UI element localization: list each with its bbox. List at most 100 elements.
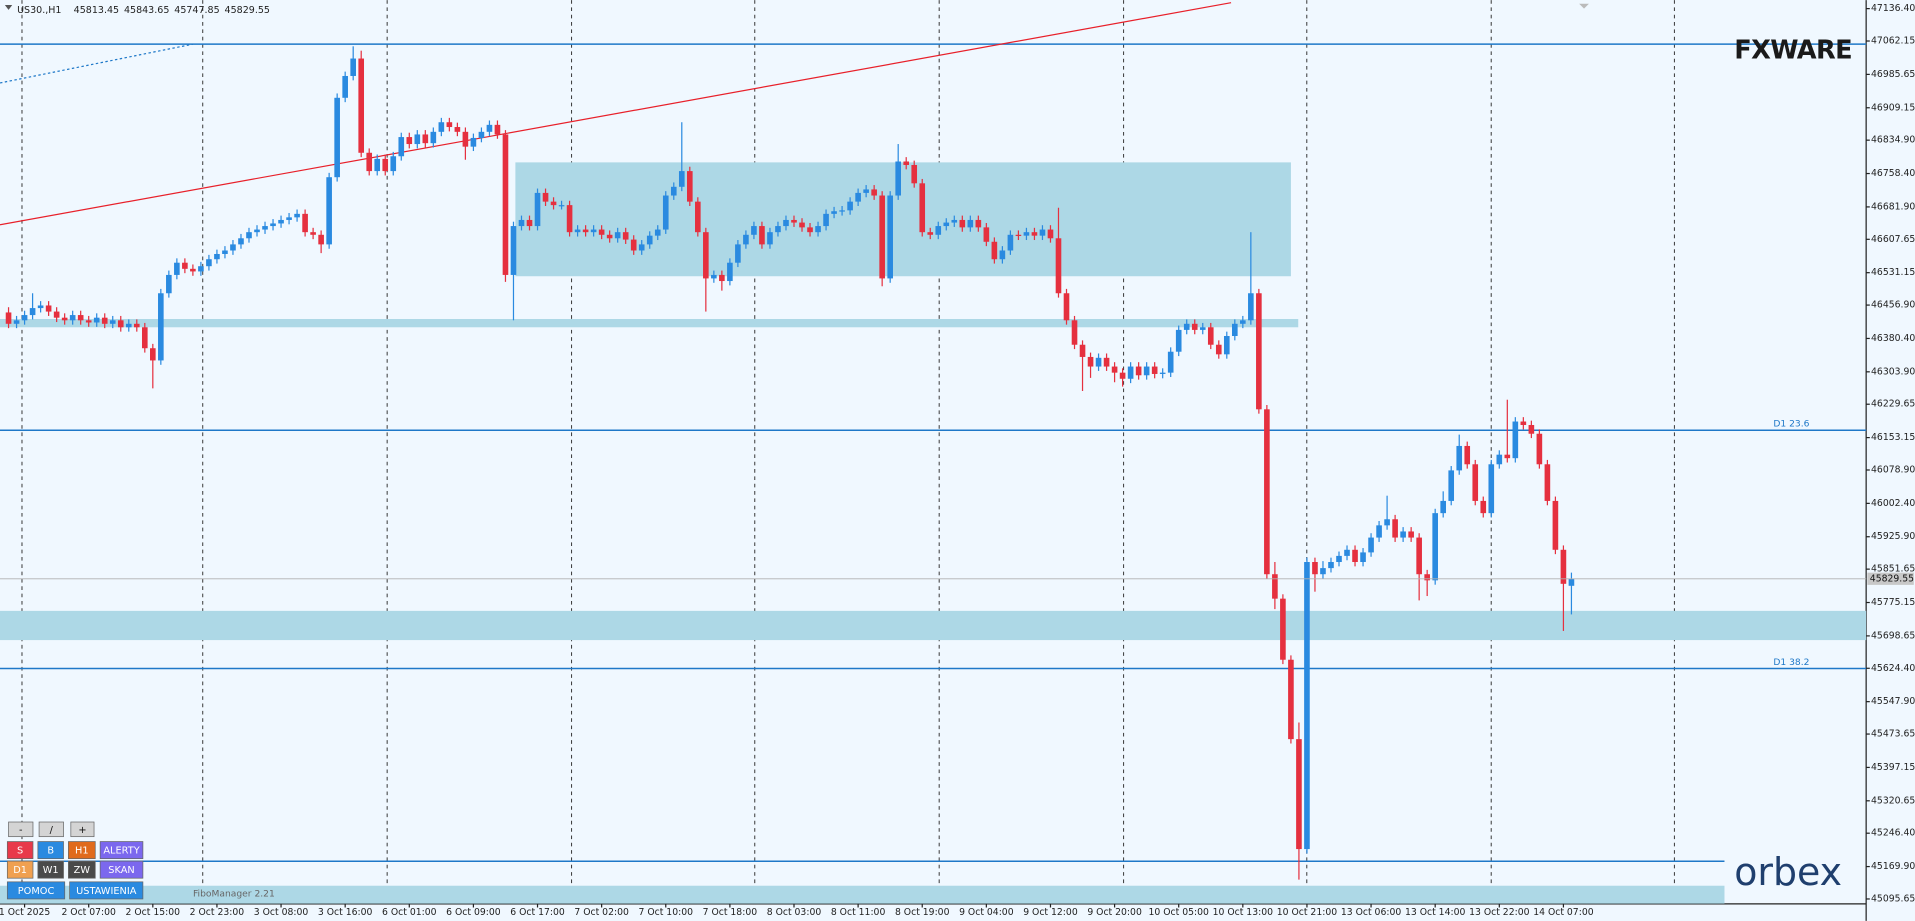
candle-body [799,222,805,228]
candle-body [863,189,869,193]
button-label[interactable]: + [78,825,86,836]
toolbar-button[interactable]: USTAWIENIA [69,881,144,900]
toolbar-button[interactable]: H1 [68,841,96,860]
candle-body [558,205,565,207]
x-tick-label: 6 Oct 01:00 [382,907,437,918]
x-tick-label: 10 Oct 05:00 [1149,907,1210,918]
zone [0,318,1299,328]
button-label[interactable]: ZW [74,865,91,876]
button-label[interactable]: H1 [75,846,89,857]
candle-body [1304,562,1310,850]
toolbar-button[interactable]: / [38,821,64,838]
toolbar-button[interactable]: SKAN [99,860,144,879]
candle-body [791,219,797,223]
candle-body [1296,739,1302,850]
candle-body [1456,445,1463,471]
candle-body [574,229,581,233]
candle-body [534,192,541,227]
toolbar-button[interactable]: - [8,821,34,838]
candle-body [1480,500,1487,514]
button-label[interactable]: / [50,825,54,836]
y-tick-label: 45925.90 [1871,531,1915,542]
candle-body [13,320,20,324]
x-tick-label: 9 Oct 12:00 [1023,907,1078,918]
candle-body [1031,232,1038,236]
button-face[interactable] [8,821,34,838]
y-tick-label: 45397.15 [1871,762,1915,773]
button-face[interactable] [69,881,144,900]
toolbar-button[interactable]: ALERTY [99,841,144,860]
button-label[interactable]: W1 [43,865,59,876]
toolbar-button[interactable]: ZW [68,860,96,879]
button-face[interactable] [38,821,64,838]
candle-body [101,317,108,324]
button-face[interactable] [6,841,34,860]
button-label[interactable]: POMOC [18,886,55,897]
toolbar-button[interactable]: POMOC [6,881,66,900]
candle-body [1552,500,1559,550]
button-face[interactable] [37,860,64,879]
candle-body [1215,344,1222,355]
candle-body [991,241,998,260]
button-label[interactable]: B [47,846,54,857]
button-label[interactable]: D1 [13,865,27,876]
button-label[interactable]: SKAN [108,865,134,876]
candle-body [719,274,725,282]
candle-body [1536,433,1543,465]
candle-body [246,232,252,239]
button-face[interactable] [6,881,66,900]
candle-body [1207,327,1214,345]
candle-body [1047,229,1054,239]
button-label[interactable]: S [17,846,23,857]
button-face[interactable] [99,841,144,860]
candle-body [366,152,373,172]
button-face[interactable] [68,841,96,860]
toolbar-button[interactable]: B [37,841,64,860]
button-label[interactable]: ALERTY [103,846,139,857]
y-tick-label: 46303.90 [1871,366,1915,377]
header-value: 45747.85 [174,4,219,15]
candle-body [1432,513,1438,581]
y-tick-label: 46909.15 [1871,102,1915,113]
candle-body [1055,238,1062,294]
button-label[interactable]: USTAWIENIA [76,886,137,897]
button-face[interactable] [6,860,34,879]
button-face[interactable] [70,821,95,838]
toolbar-button[interactable]: + [70,821,95,838]
header-value: 45843.65 [124,4,169,15]
candle-body [278,219,284,224]
candle-body [1320,568,1326,575]
toolbar-button[interactable]: S [6,841,34,860]
candle-body [1312,562,1318,575]
current-price-label: 45829.55 [1870,573,1914,584]
candle-body [879,195,885,279]
indicator-label: FiboManager 2.21 [193,890,275,900]
candle-body [1248,293,1254,321]
button-face[interactable] [68,860,96,879]
y-tick-label: 46002.40 [1871,498,1915,509]
candle-body [358,58,365,153]
button-face[interactable] [99,860,144,879]
toolbar-button[interactable]: D1 [6,860,34,879]
button-face[interactable] [37,841,64,860]
candle-body [1199,327,1206,330]
candle-body [1560,549,1567,584]
x-tick-label: 7 Oct 18:00 [703,907,758,918]
candle-body [502,134,509,275]
candle-body [1528,425,1535,434]
candle-body [342,75,348,98]
x-tick-label: 7 Oct 10:00 [639,907,694,918]
candle-body [1448,470,1455,501]
button-label[interactable]: - [19,825,23,836]
candle-body [1127,366,1134,379]
toolbar-button[interactable]: W1 [37,860,64,879]
candle-body [1416,537,1422,575]
candle-body [1256,293,1262,410]
candle-body [751,226,757,235]
candle-body [959,219,966,228]
candle-body [1496,454,1503,465]
candle-body [158,293,164,361]
candle-body [678,171,685,187]
x-tick-label: 2 Oct 23:00 [190,907,245,918]
